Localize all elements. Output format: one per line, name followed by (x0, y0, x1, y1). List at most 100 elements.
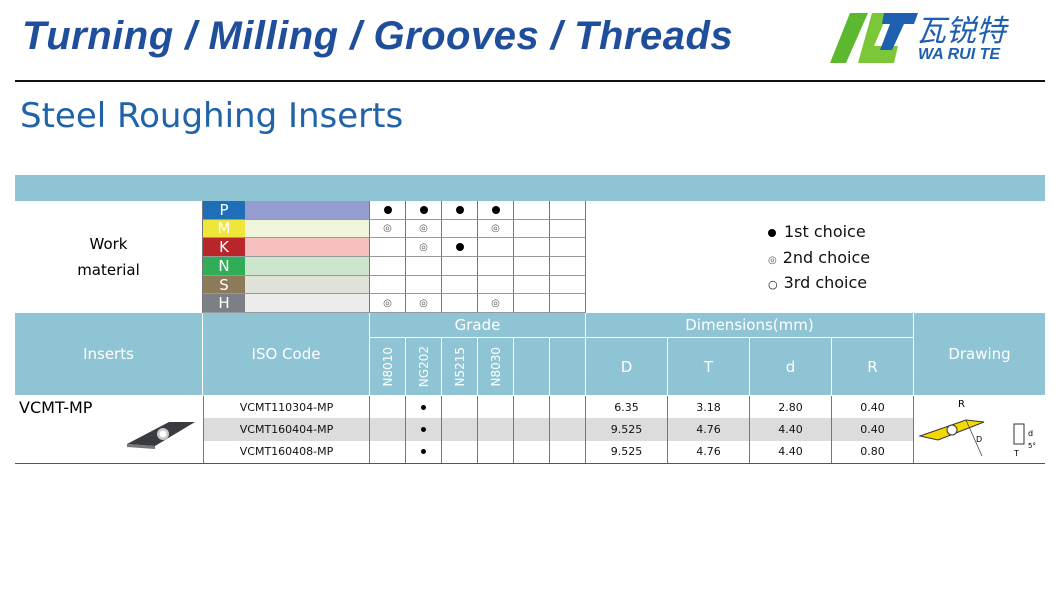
second-choice-icon: ◎ (419, 297, 428, 309)
material-grade-cell (478, 257, 514, 276)
second-choice-icon: ◎ (383, 222, 392, 234)
dimension-D: 9.525 (586, 440, 668, 463)
dimension-T: 4.76 (668, 440, 750, 463)
iso-code: VCMT160404-MP (203, 418, 370, 441)
table-bottom-line (15, 463, 1045, 464)
grade-cell (406, 396, 442, 419)
table-top-band (15, 175, 1045, 201)
material-bar-H (245, 294, 370, 313)
material-grade-cell (442, 275, 478, 295)
svg-text:5°: 5° (1028, 442, 1036, 450)
grade-column-header: N5215 (442, 338, 478, 395)
logo-mark-icon (830, 13, 918, 63)
grade-cell (514, 440, 550, 463)
material-grade-cell (370, 201, 406, 220)
dimension-T: 3.18 (668, 396, 750, 419)
grade-cell (550, 396, 586, 419)
grade-name: N8030 (488, 346, 503, 387)
iso-code: VCMT110304-MP (203, 396, 370, 419)
material-code-H: H (203, 294, 245, 313)
material-grade-cell (514, 294, 550, 313)
grade-cell (550, 418, 586, 441)
material-grade-cell (550, 238, 586, 257)
material-grade-cell (550, 201, 586, 220)
material-grade-cell (550, 275, 586, 295)
material-bar-K (245, 238, 370, 257)
first-choice-icon (419, 205, 428, 214)
material-bar-N (245, 257, 370, 276)
first-choice-icon (383, 205, 392, 214)
dimension-D: 6.35 (586, 396, 668, 419)
material-grade-cell: ◎ (370, 294, 406, 313)
material-grade-cell (514, 201, 550, 220)
legend-first: 1st choice (768, 222, 866, 241)
material-grade-cell (442, 257, 478, 276)
material-grade-cell (442, 201, 478, 220)
insert-drawing-icon: R D d T 5° (918, 399, 1036, 458)
material-grade-cell (370, 238, 406, 257)
legend-second: ◎ 2nd choice (768, 248, 870, 267)
material-grade-cell (514, 238, 550, 257)
material-grade-cell (478, 238, 514, 257)
material-grade-cell (478, 201, 514, 220)
grade-column-header (514, 338, 550, 395)
material-code-K: K (203, 238, 245, 257)
grade-cell (370, 418, 406, 441)
material-grade-cell: ◎ (370, 219, 406, 239)
grade-cell (550, 440, 586, 463)
material-grade-cell (406, 201, 442, 220)
material-code-M: M (203, 219, 245, 239)
material-grade-cell (514, 257, 550, 276)
header-divider (15, 80, 1045, 82)
grade-cell (406, 418, 442, 441)
material-grade-cell: ◎ (478, 219, 514, 239)
grade-column-header: NG202 (406, 338, 442, 395)
banner-title: Turning / Milling / Grooves / Threads (22, 14, 734, 58)
grade-cell (442, 396, 478, 419)
first-choice-icon (455, 243, 464, 252)
page-title: Steel Roughing Inserts (20, 96, 404, 136)
header-iso-code: ISO Code (203, 313, 370, 395)
material-grade-cell (478, 275, 514, 295)
grade-column-header: N8030 (478, 338, 514, 395)
dimension-column-D: D (586, 338, 668, 395)
material-grade-cell (550, 257, 586, 276)
dimension-column-R: R (832, 338, 914, 395)
dimension-T: 4.76 (668, 418, 750, 441)
first-choice-icon (491, 205, 500, 214)
grade-cell (370, 440, 406, 463)
material-code-S: S (203, 276, 245, 295)
grade-name: N5215 (452, 346, 467, 387)
first-choice-icon (421, 426, 426, 432)
table-row (203, 418, 914, 441)
material-grade-cell (514, 275, 550, 295)
iso-code: VCMT160408-MP (203, 440, 370, 463)
grade-cell (514, 418, 550, 441)
dimension-d: 4.40 (750, 440, 832, 463)
header-drawing: Drawing (948, 345, 1011, 363)
work-material-label: Work material (15, 201, 203, 313)
material-code-N: N (203, 257, 245, 276)
third-choice-icon: ○ (768, 278, 778, 291)
legend-third: ○ 3rd choice (768, 273, 867, 292)
grade-name: NG202 (416, 345, 431, 388)
legend-third-label: 3rd choice (783, 273, 868, 292)
dimension-R: 0.40 (832, 396, 914, 419)
material-grade-cell (370, 275, 406, 295)
grade-cell (406, 440, 442, 463)
grade-cell (478, 440, 514, 463)
material-grade-cell (406, 275, 442, 295)
material-grade-cell (370, 257, 406, 276)
material-bar-P (245, 201, 370, 220)
material-grade-cell (442, 219, 478, 239)
grade-name: N8010 (380, 346, 395, 387)
material-grade-cell (550, 219, 586, 239)
first-choice-icon (421, 404, 426, 410)
work-label: Work (89, 235, 128, 253)
svg-text:D: D (976, 435, 982, 444)
material-grade-cell: ◎ (406, 294, 442, 313)
logo-cn: 瓦锐特 (916, 14, 1006, 49)
grade-cell (478, 396, 514, 419)
dimension-R: 0.40 (832, 418, 914, 441)
first-choice-icon (455, 205, 464, 214)
